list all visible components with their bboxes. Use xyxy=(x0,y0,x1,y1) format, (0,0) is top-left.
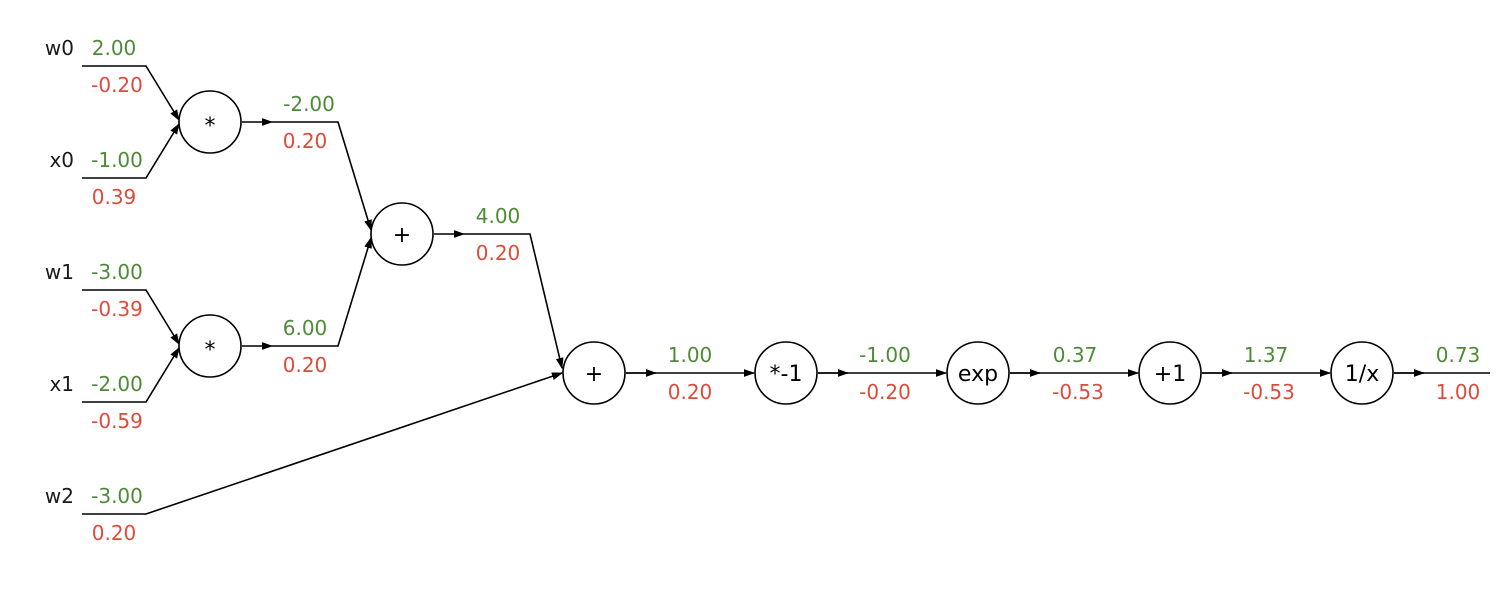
node-circle xyxy=(754,341,818,405)
input-name: x1 xyxy=(49,372,74,396)
edge-gradient: 0.20 xyxy=(668,380,713,404)
input-x0: x0 -1.00 0.39 xyxy=(49,148,142,209)
input-name: w0 xyxy=(45,36,74,60)
node-multiply-1: * xyxy=(178,314,242,378)
edge-add0-out: 4.00 0.20 xyxy=(476,204,521,265)
node-circle xyxy=(562,341,626,405)
node-op-label: * xyxy=(205,114,216,139)
node-plus-one: +1 xyxy=(1138,341,1202,405)
wire-mul1-to-add0 xyxy=(272,236,372,347)
wire-x1 xyxy=(82,347,180,403)
edge-value: 4.00 xyxy=(476,204,521,228)
input-gradient: 0.20 xyxy=(92,521,137,545)
node-add-1: + xyxy=(562,341,626,405)
input-gradient: -0.39 xyxy=(91,297,143,321)
node-op-label: * xyxy=(205,338,216,363)
wire-w0 xyxy=(82,65,180,121)
node-op-label: + xyxy=(585,362,603,387)
node-multiply-0: * xyxy=(178,90,242,154)
edge-gradient: -0.53 xyxy=(1243,380,1295,404)
input-value: -3.00 xyxy=(91,484,143,508)
edge-gradient: -0.53 xyxy=(1052,380,1104,404)
edge-gradient: 0.20 xyxy=(283,129,328,153)
node-op-label: +1 xyxy=(1154,362,1186,387)
input-value: 2.00 xyxy=(92,36,137,60)
input-gradient: -0.20 xyxy=(91,73,143,97)
node-circle xyxy=(370,202,434,266)
input-x1: x1 -2.00 -0.59 xyxy=(49,372,142,433)
edge-gradient: 1.00 xyxy=(1436,380,1481,404)
input-value: -1.00 xyxy=(91,148,143,172)
wire-mul0-to-add0 xyxy=(272,121,372,232)
edge-value: 0.37 xyxy=(1053,343,1098,367)
wire-w1 xyxy=(82,289,180,345)
input-wires xyxy=(82,65,564,515)
node-circle xyxy=(178,90,242,154)
edge-value: 1.37 xyxy=(1244,343,1289,367)
input-w2: w2 -3.00 0.20 xyxy=(45,484,143,545)
input-gradient: 0.39 xyxy=(92,185,137,209)
node-reciprocal: 1/x xyxy=(1330,341,1394,405)
edge-plus1-out: 1.37 -0.53 xyxy=(1243,343,1295,404)
edge-gradient: -0.20 xyxy=(859,380,911,404)
edge-output: 0.73 1.00 xyxy=(1436,343,1481,404)
input-w1: w1 -3.00 -0.39 xyxy=(45,260,143,321)
edge-value: 0.73 xyxy=(1436,343,1481,367)
edge-gradient: 0.20 xyxy=(283,353,328,377)
wire-x0 xyxy=(82,123,180,179)
internal-wires xyxy=(242,118,1490,377)
edge-value: 6.00 xyxy=(283,316,328,340)
node-exp: exp xyxy=(946,341,1010,405)
wire-w2 xyxy=(82,372,564,515)
input-name: w1 xyxy=(45,260,74,284)
edge-neg-out: -1.00 -0.20 xyxy=(859,343,911,404)
input-gradient: -0.59 xyxy=(91,409,143,433)
input-value: -3.00 xyxy=(91,260,143,284)
node-circle xyxy=(178,314,242,378)
edge-exp-out: 0.37 -0.53 xyxy=(1052,343,1104,404)
edge-value: -1.00 xyxy=(859,343,911,367)
edge-mul0-out: -2.00 0.20 xyxy=(283,92,335,153)
node-circle xyxy=(1330,341,1394,405)
edge-mul1-out: 6.00 0.20 xyxy=(283,316,328,377)
edge-value: 1.00 xyxy=(668,343,713,367)
node-add-0: + xyxy=(370,202,434,266)
edge-add1-out: 1.00 0.20 xyxy=(668,343,713,404)
edge-value: -2.00 xyxy=(283,92,335,116)
input-name: x0 xyxy=(49,148,74,172)
node-negate: *-1 xyxy=(754,341,818,405)
wire-add0-to-add1 xyxy=(464,233,564,370)
edge-gradient: 0.20 xyxy=(476,241,521,265)
node-op-label: exp xyxy=(958,362,998,387)
input-value: -2.00 xyxy=(91,372,143,396)
input-w0: w0 2.00 -0.20 xyxy=(45,36,143,97)
node-circle xyxy=(1138,341,1202,405)
node-op-label: *-1 xyxy=(770,362,803,387)
node-op-label: 1/x xyxy=(1345,362,1379,387)
input-name: w2 xyxy=(45,484,74,508)
node-circle xyxy=(946,341,1010,405)
node-op-label: + xyxy=(393,223,411,248)
